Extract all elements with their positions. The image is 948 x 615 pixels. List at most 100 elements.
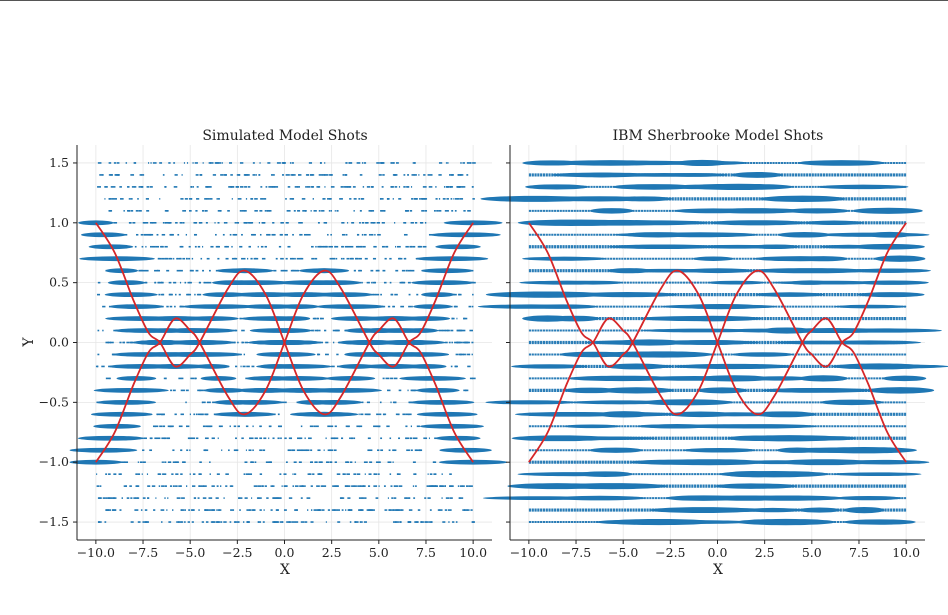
shot-point: [151, 222, 153, 224]
shot-point: [320, 485, 323, 487]
shot-point: [180, 198, 184, 200]
shot-band: [507, 483, 907, 490]
shot-point: [220, 174, 224, 176]
shot-point: [163, 473, 167, 475]
shot-cluster: [667, 411, 734, 418]
shot-point: [96, 473, 98, 475]
shot-point: [321, 509, 325, 511]
shot-cluster: [843, 519, 916, 525]
shot-point: [297, 210, 301, 212]
shot-point: [133, 497, 137, 499]
shot-point: [390, 401, 392, 404]
shot-point: [317, 449, 321, 452]
shot-point: [169, 425, 174, 428]
shot-point: [258, 497, 262, 499]
shot-point: [282, 401, 285, 404]
shot-point: [161, 521, 163, 523]
shot-point: [239, 245, 243, 248]
shot-point: [305, 449, 308, 452]
shot-point: [204, 281, 209, 284]
shot-point: [101, 365, 105, 368]
shot-band: [485, 291, 925, 298]
shot-point: [164, 222, 168, 224]
shot-band: [96, 485, 473, 487]
shot-point: [360, 509, 364, 511]
shot-point: [351, 222, 355, 224]
shot-point: [449, 174, 453, 176]
shot-point: [447, 509, 452, 511]
shot-point: [330, 245, 333, 248]
shot-point: [134, 245, 137, 248]
shot-point: [104, 521, 107, 523]
shot-cluster: [784, 208, 850, 214]
shot-point: [193, 413, 196, 416]
shot-point: [256, 497, 259, 499]
shot-point: [143, 437, 147, 440]
shot-point: [209, 473, 211, 475]
shot-band: [528, 243, 925, 250]
shot-point: [217, 210, 222, 212]
shot-point: [289, 198, 294, 200]
shot-point: [192, 186, 195, 188]
shot-band: [93, 423, 484, 429]
shot-cluster: [514, 411, 631, 417]
shot-point: [254, 437, 258, 440]
shot-point: [167, 437, 171, 440]
shot-point: [299, 437, 303, 440]
shot-band: [97, 162, 476, 164]
shot-cluster: [511, 364, 588, 369]
shot-cluster: [615, 339, 684, 346]
shot-point: [261, 485, 264, 487]
shot-point: [158, 473, 162, 475]
shot-point: [302, 210, 306, 212]
shot-point: [158, 485, 161, 487]
shot-point: [457, 485, 460, 487]
shot-point: [411, 198, 414, 200]
shot-point: [156, 437, 161, 440]
shot-point: [193, 222, 198, 224]
shot-point: [104, 186, 107, 188]
shot-point: [240, 365, 242, 368]
shot-cluster: [220, 280, 291, 286]
shot-point: [403, 257, 406, 260]
shot-point: [285, 222, 288, 224]
shot-point: [248, 245, 251, 248]
shot-point: [285, 174, 287, 176]
shot-point: [133, 162, 136, 164]
shot-point: [337, 210, 339, 212]
shot-point: [415, 449, 419, 452]
shot-point: [136, 485, 140, 487]
shot-point: [468, 485, 473, 487]
shot-point: [257, 497, 260, 499]
shot-point: [277, 437, 280, 440]
shot-point: [184, 521, 186, 523]
shot-point: [283, 473, 287, 475]
shot-point: [244, 210, 247, 212]
shot-point: [225, 257, 229, 260]
shot-point: [198, 222, 201, 224]
shot-point: [349, 245, 354, 248]
shot-point: [197, 245, 201, 248]
shot-point: [368, 233, 370, 236]
shot-point: [140, 509, 143, 511]
shot-point: [146, 186, 150, 188]
shot-point: [260, 186, 263, 188]
shot-point: [222, 233, 225, 236]
shot-point: [206, 257, 210, 260]
shot-cluster: [773, 280, 883, 285]
shot-point: [309, 174, 312, 176]
shot-point: [142, 521, 146, 523]
shot-point: [358, 497, 363, 499]
shot-point: [204, 198, 207, 200]
shot-point: [337, 437, 339, 440]
shot-cluster: [649, 507, 757, 514]
shot-point: [346, 473, 350, 475]
shot-point: [368, 449, 373, 452]
shot-point: [210, 245, 214, 248]
shot-point: [319, 329, 321, 332]
shot-point: [305, 449, 310, 452]
shot-point: [247, 186, 251, 188]
shot-point: [258, 174, 261, 176]
shot-point: [292, 257, 295, 260]
shot-point: [261, 257, 266, 260]
